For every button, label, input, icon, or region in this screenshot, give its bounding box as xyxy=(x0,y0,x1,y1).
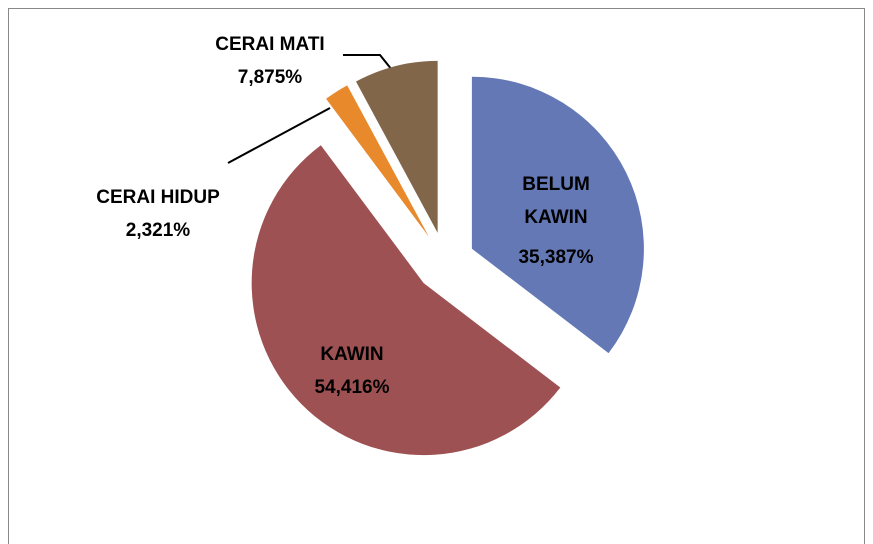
pie-slice xyxy=(326,85,429,237)
slice-category-label: CERAI HIDUP xyxy=(96,187,220,208)
pie-slice xyxy=(471,76,644,354)
slice-value-label: 2,321% xyxy=(126,220,191,241)
pie-slice xyxy=(251,145,561,456)
slice-category-label: KAWIN xyxy=(320,344,383,365)
slice-category-label: CERAI MATI xyxy=(215,34,324,55)
slice-value-label: 35,387% xyxy=(518,247,593,268)
pie-slice xyxy=(355,60,438,233)
label-line: BELUM xyxy=(522,174,590,195)
slice-value-label: 7,875% xyxy=(238,67,303,88)
leader-line xyxy=(227,107,331,164)
slice-value-label: 54,416% xyxy=(314,377,389,398)
label-line: KAWIN xyxy=(524,207,587,228)
slice-category-label: BELUM KAWIN xyxy=(522,174,590,228)
